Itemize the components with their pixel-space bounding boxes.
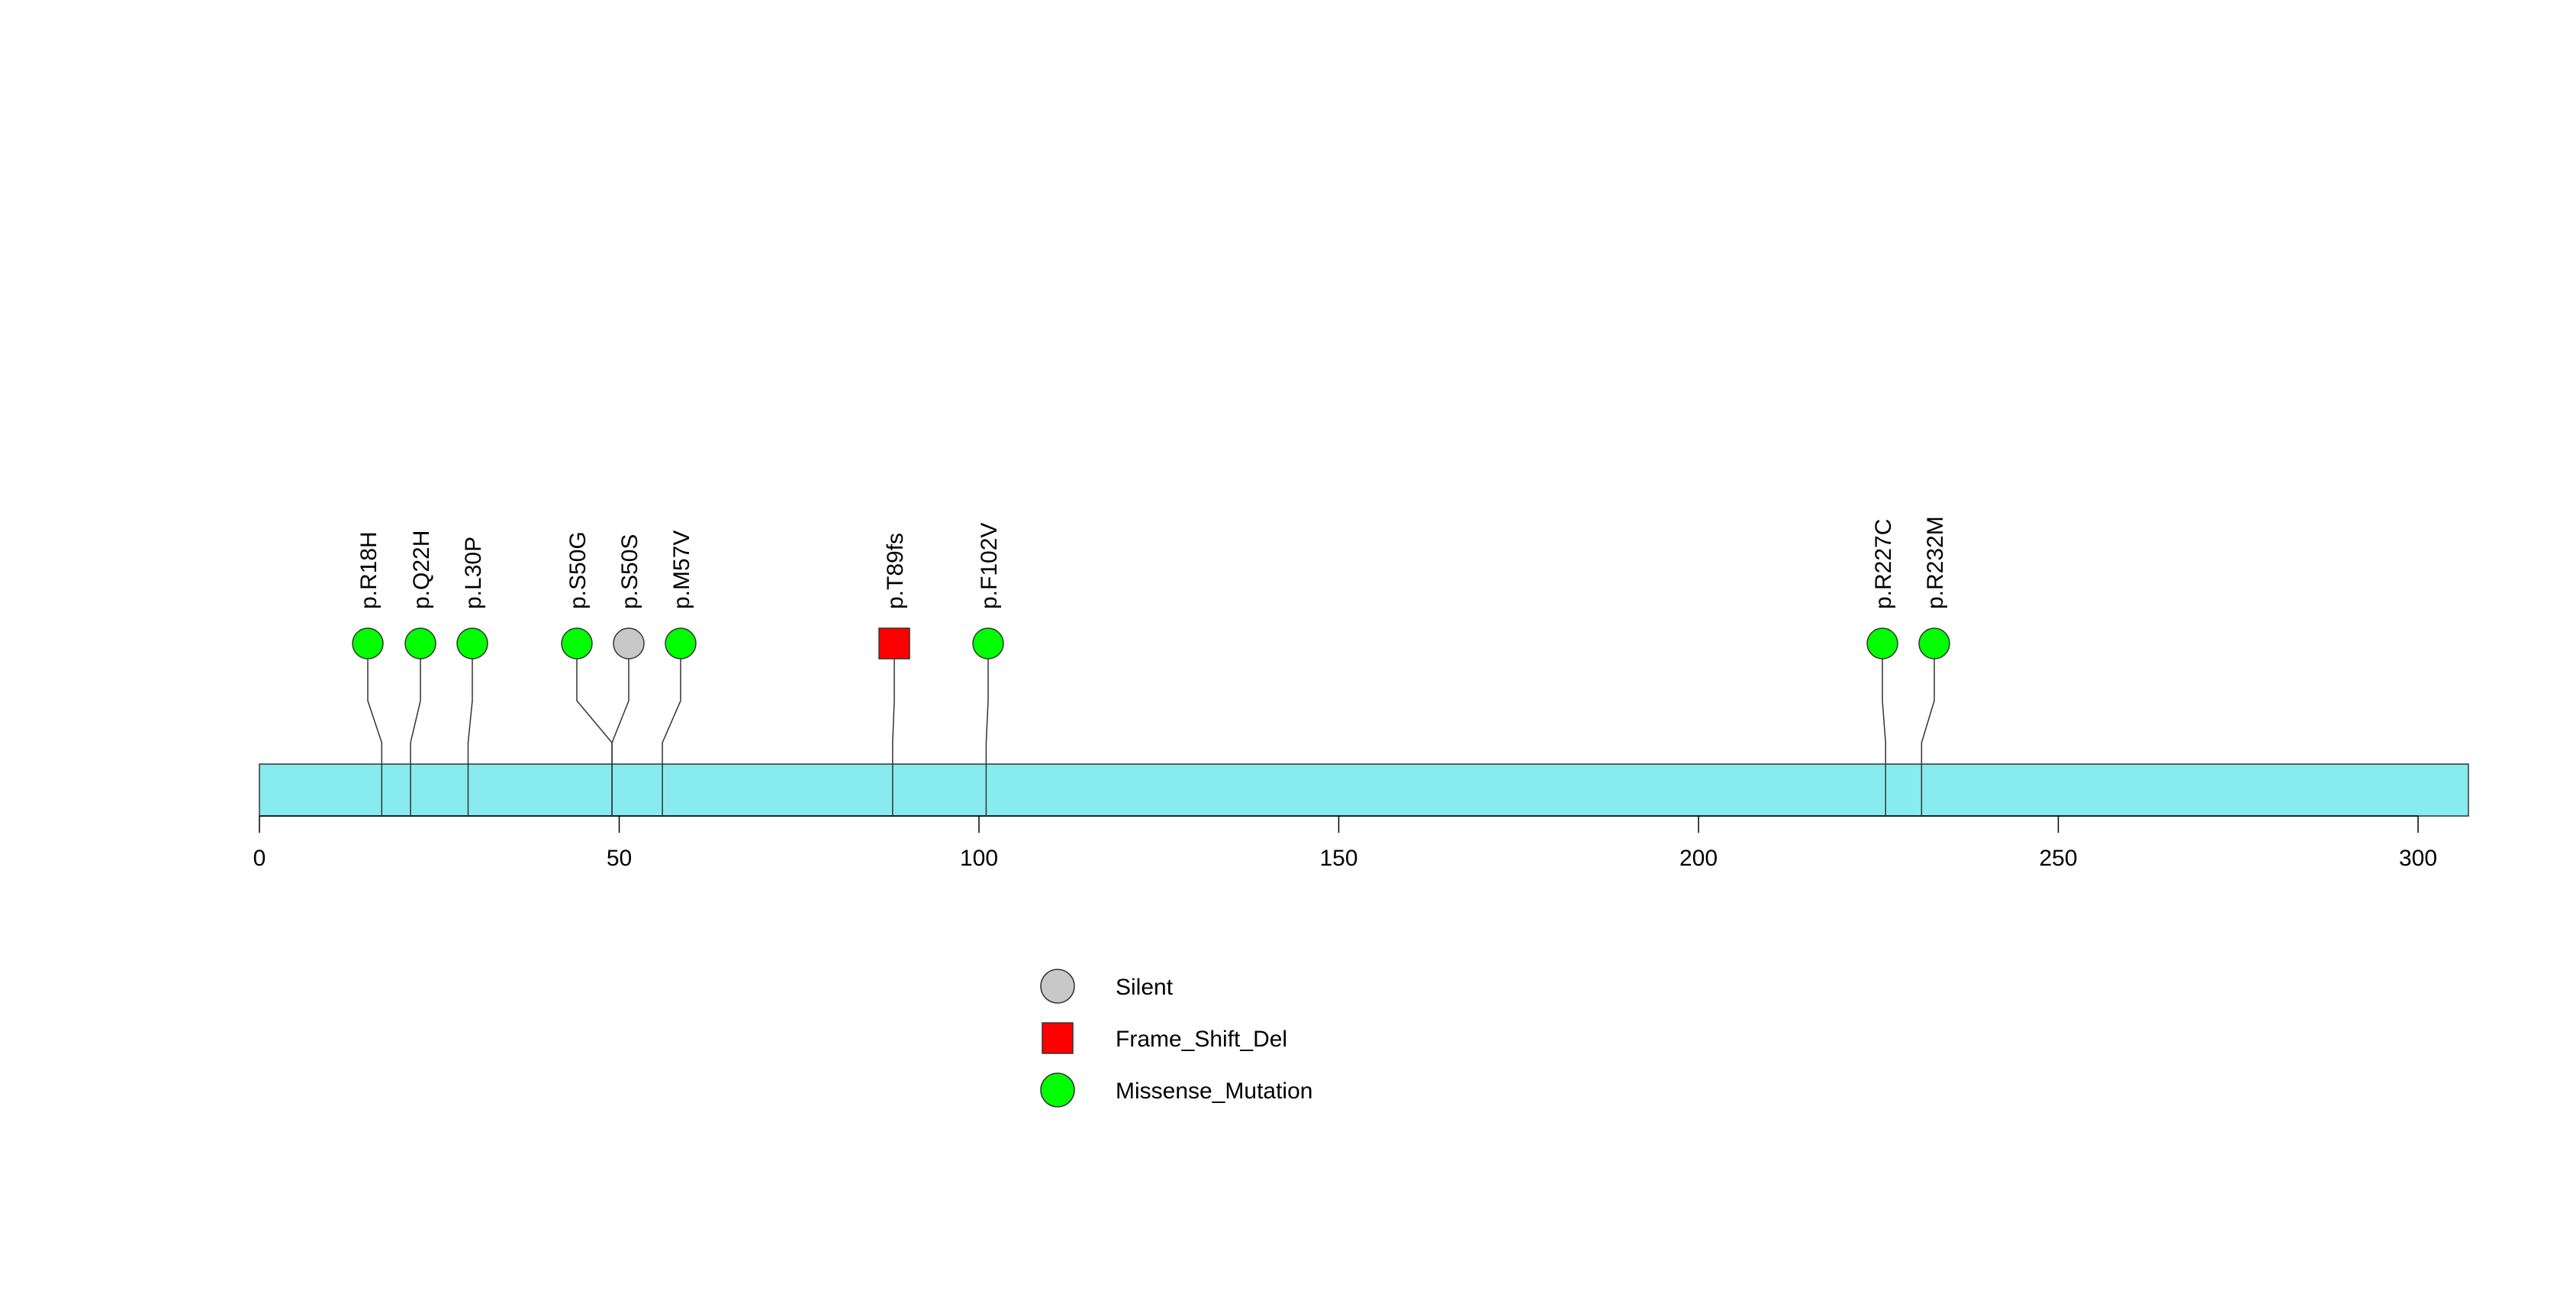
mutation-label: p.S50S xyxy=(617,534,642,609)
mutation-marker xyxy=(404,627,436,660)
mutation-marker xyxy=(665,627,697,660)
x-tick-label: 0 xyxy=(253,846,266,871)
mutation-label: p.R232M xyxy=(1923,516,1948,609)
mutation-label: p.Q22H xyxy=(409,531,434,609)
x-tick-label: 200 xyxy=(1679,846,1718,871)
legend-swatch xyxy=(1042,1022,1074,1054)
mutation-marker xyxy=(1866,627,1898,660)
protein-bar xyxy=(259,763,2469,817)
mutation-stems xyxy=(367,643,1935,816)
mutation-label: p.T89fs xyxy=(883,533,908,609)
mutation-labels: p.R18H p.Q22H p.L30P p.S50G p.S50S p.M57V p.T8… xyxy=(356,516,1948,609)
mutation-marker xyxy=(613,627,645,660)
x-tick-label: 50 xyxy=(607,846,632,871)
mutation-marker xyxy=(561,627,593,660)
mutation-label: p.S50G xyxy=(565,531,591,609)
x-tick-label: 100 xyxy=(960,846,998,871)
legend-label: Missense_Mutation xyxy=(1116,1079,1312,1104)
mutation-marker xyxy=(456,627,488,660)
mutation-stem xyxy=(985,643,989,816)
mutation-stem xyxy=(662,643,681,816)
mutation-stem xyxy=(1921,643,1935,816)
mutation-label: p.R227C xyxy=(1871,519,1896,609)
mutation-marker xyxy=(352,627,384,660)
mutation-label: p.M57V xyxy=(669,531,694,609)
mutation-marker xyxy=(878,627,910,660)
legend-label: Frame_Shift_Del xyxy=(1116,1027,1287,1052)
mutation-stem xyxy=(367,643,383,816)
mutation-label: p.L30P xyxy=(461,537,486,609)
mutation-markers xyxy=(352,627,1950,660)
mutation-stem xyxy=(611,643,630,816)
legend: Silent Frame_Shift_Del Missense_Mutation xyxy=(1040,969,1312,1108)
mutation-stem xyxy=(1882,643,1886,816)
legend-swatch xyxy=(1040,1072,1075,1108)
mutation-stem xyxy=(410,643,421,816)
mutation-stem xyxy=(892,643,895,816)
mutation-stem xyxy=(467,643,473,816)
mutation-marker xyxy=(1918,627,1950,660)
x-tick-label: 300 xyxy=(2399,846,2437,871)
x-tick-label: 250 xyxy=(2039,846,2077,871)
x-tick-label: 150 xyxy=(1319,846,1357,871)
x-axis: 0 50 100 150 200 250 300 xyxy=(253,815,2437,871)
mutation-label: p.F102V xyxy=(977,523,1002,609)
mutation-label: p.R18H xyxy=(356,531,382,609)
mutation-marker xyxy=(972,627,1004,660)
legend-label: Silent xyxy=(1116,975,1174,1000)
legend-swatch xyxy=(1040,969,1075,1004)
